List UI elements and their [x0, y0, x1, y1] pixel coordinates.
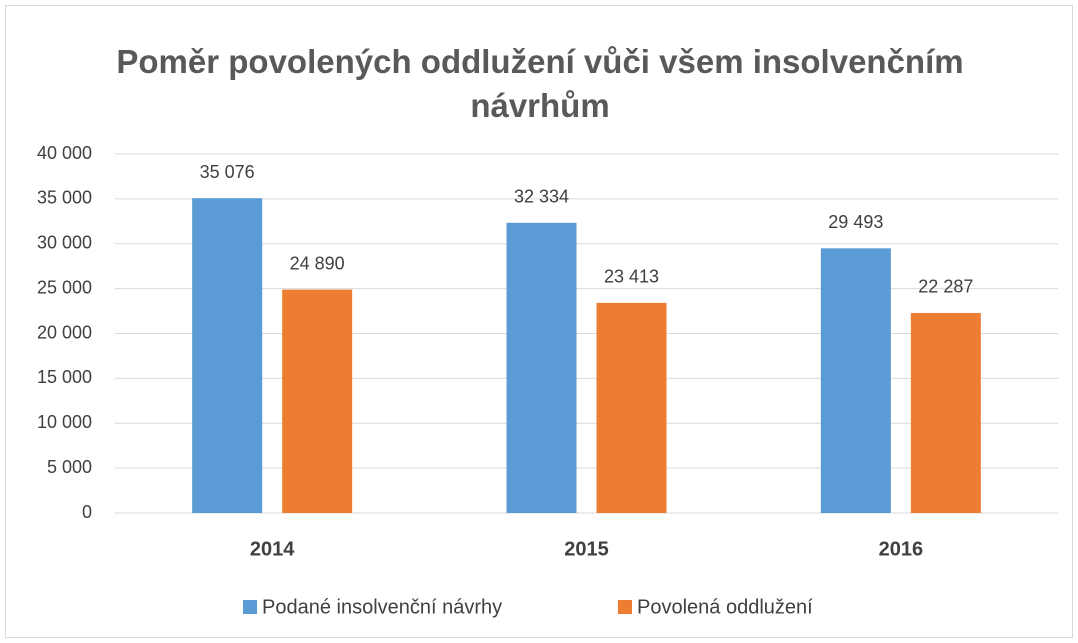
data-label: 35 076 — [200, 162, 255, 182]
data-label: 32 334 — [514, 187, 569, 207]
chart-border — [5, 5, 1073, 638]
data-label: 29 493 — [828, 212, 883, 232]
y-tick-label: 15 000 — [37, 367, 92, 387]
bar — [192, 198, 263, 513]
y-tick-label: 20 000 — [37, 322, 92, 342]
x-tick-label: 2016 — [879, 538, 924, 560]
bar — [506, 222, 577, 513]
data-label: 23 413 — [604, 267, 659, 287]
bar — [820, 248, 891, 513]
y-tick-label: 30 000 — [37, 233, 92, 253]
legend-swatch — [618, 600, 632, 614]
x-tick-label: 2014 — [250, 538, 295, 560]
bar — [596, 302, 667, 513]
legend-swatch — [243, 600, 257, 614]
x-tick-label: 2015 — [564, 538, 609, 560]
bar — [910, 312, 981, 513]
y-tick-label: 5 000 — [47, 457, 92, 477]
y-tick-label: 0 — [82, 502, 92, 522]
y-tick-label: 40 000 — [37, 143, 92, 163]
chart-title: Poměr povolených oddlužení vůči všem ins… — [116, 43, 964, 124]
y-tick-label: 35 000 — [37, 188, 92, 208]
y-tick-label: 25 000 — [37, 277, 92, 297]
data-label: 22 287 — [918, 277, 973, 297]
legend-label: Povolená oddlužení — [637, 596, 813, 618]
data-label: 24 890 — [290, 253, 345, 273]
y-tick-label: 10 000 — [37, 412, 92, 432]
legend-label: Podané insolvenční návrhy — [262, 596, 502, 618]
bar — [282, 289, 353, 513]
